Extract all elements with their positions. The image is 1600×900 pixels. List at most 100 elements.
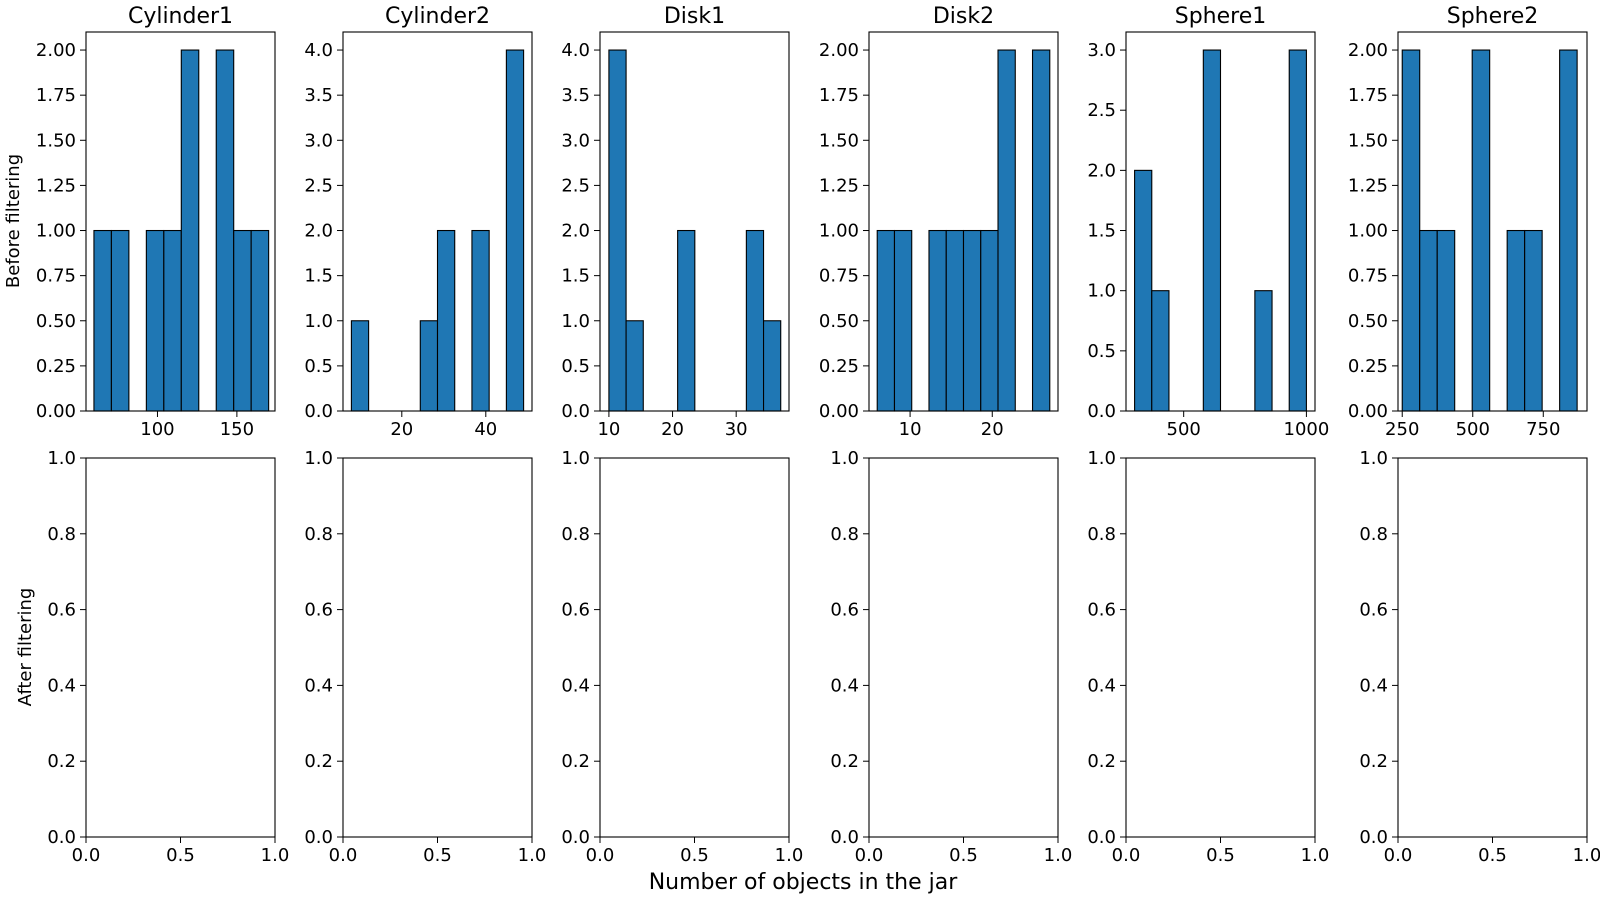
histogram-bar xyxy=(608,49,627,412)
row-label-after: After filtering xyxy=(15,588,36,707)
histogram-bar xyxy=(250,229,270,412)
subplot-2: Cylinder2 0.0 0.5 1.0 1.5 2.0 2.5 3.0 3.5 4.0 20 40 xyxy=(304,4,533,440)
y-tick-label: 2.00 xyxy=(1348,40,1388,61)
y-tick-label: 0.25 xyxy=(819,356,859,377)
y-tick-label: 2.00 xyxy=(36,40,76,61)
y-tick-label: 1.0 xyxy=(47,448,76,469)
subplot-12: 0.0 0.2 0.4 0.6 0.8 1.0 0.0 0.5 1.0 xyxy=(1359,448,1600,866)
y-tick-label: 0.2 xyxy=(1359,751,1388,772)
histogram-bar xyxy=(1436,229,1456,412)
histogram-bar xyxy=(1202,49,1222,412)
x-tick-label: 0.0 xyxy=(72,845,101,866)
y-tick-label: 0.0 xyxy=(304,827,333,848)
histogram-bar xyxy=(215,49,235,412)
y-tick-label: 1.0 xyxy=(304,311,333,332)
histogram-bar xyxy=(180,49,200,412)
y-tick-label: 0.2 xyxy=(1087,751,1116,772)
y-tick-label: 0.50 xyxy=(819,311,859,332)
y-tick-label: 1.00 xyxy=(1348,221,1388,242)
y-tick-label: 0.0 xyxy=(1087,401,1116,422)
subplot-5: Sphere1 0.0 0.5 1.0 1.5 2.0 2.5 3.0 500 1000 xyxy=(1087,4,1329,440)
y-tick-label: 0.2 xyxy=(830,751,859,772)
y-tick-label: 0.6 xyxy=(47,600,76,621)
y-tick-label: 0.25 xyxy=(36,356,76,377)
axes-frame xyxy=(85,31,276,412)
x-tick-label: 0.5 xyxy=(423,845,452,866)
y-tick-label: 0.8 xyxy=(47,524,76,545)
y-tick-label: 0.5 xyxy=(1087,341,1116,362)
histogram-bar xyxy=(1506,229,1526,412)
histogram-bar xyxy=(962,229,982,412)
x-tick-label: 0.0 xyxy=(1384,845,1413,866)
histogram-bar xyxy=(1419,229,1438,412)
y-tick-label: 0.0 xyxy=(1359,827,1388,848)
subplot-8: 0.0 0.2 0.4 0.6 0.8 1.0 0.0 0.5 1.0 xyxy=(304,448,546,866)
y-tick-label: 0.8 xyxy=(1087,524,1116,545)
y-tick-label: 0.6 xyxy=(830,600,859,621)
y-tick-label: 0.6 xyxy=(1087,600,1116,621)
y-tick-label: 0.0 xyxy=(47,827,76,848)
y-tick-label: 3.5 xyxy=(561,85,590,106)
y-tick-label: 1.50 xyxy=(1348,130,1388,151)
y-tick-label: 1.0 xyxy=(830,448,859,469)
axes-frame xyxy=(599,31,790,412)
histogram-bar xyxy=(762,320,782,412)
histogram-bar xyxy=(745,229,765,412)
x-tick-label: 1.0 xyxy=(1301,845,1330,866)
histogram-bar xyxy=(350,320,370,412)
subplot-7: 0.0 0.2 0.4 0.6 0.8 1.0 0.0 0.5 1.0 xyxy=(47,448,289,866)
subplot-1: Cylinder1 0.00 0.25 0.50 0.75 1.00 1.25 1.50 1.7… xyxy=(36,4,276,440)
subplot-title: Sphere1 xyxy=(1175,4,1267,29)
row-label-before: Before filtering xyxy=(3,154,24,288)
x-tick-label: 0.5 xyxy=(1206,845,1235,866)
x-tick-label: 10 xyxy=(597,419,620,440)
y-tick-label: 4.0 xyxy=(304,40,333,61)
histogram-bar xyxy=(110,229,130,412)
x-tick-label: 0.0 xyxy=(855,845,884,866)
y-tick-label: 3.0 xyxy=(1087,40,1116,61)
y-tick-label: 2.00 xyxy=(819,40,859,61)
y-tick-label: 2.5 xyxy=(304,175,333,196)
y-tick-label: 0.5 xyxy=(561,356,590,377)
y-tick-label: 0.4 xyxy=(830,675,859,696)
x-tick-label: 250 xyxy=(1385,419,1419,440)
x-tick-label: 0.5 xyxy=(680,845,709,866)
x-tick-label: 1000 xyxy=(1284,419,1330,440)
y-tick-label: 0.4 xyxy=(1087,675,1116,696)
y-tick-label: 0.0 xyxy=(304,401,333,422)
histogram-bar xyxy=(980,229,999,412)
histogram-bar xyxy=(677,229,696,412)
histogram-bar xyxy=(233,229,252,412)
axes-frame xyxy=(1397,31,1588,412)
histogram-bar xyxy=(1151,290,1170,412)
y-tick-label: 0.4 xyxy=(47,675,76,696)
subplot-grid: Cylinder1 0.00 0.25 0.50 0.75 1.00 1.25 1.50 1.7… xyxy=(36,4,1600,866)
y-tick-label: 1.75 xyxy=(1348,85,1388,106)
x-tick-label: 0.5 xyxy=(1478,845,1507,866)
y-tick-label: 3.0 xyxy=(304,130,333,151)
subplot-11: 0.0 0.2 0.4 0.6 0.8 1.0 0.0 0.5 1.0 xyxy=(1087,448,1329,866)
y-tick-label: 4.0 xyxy=(561,40,590,61)
y-tick-label: 1.00 xyxy=(819,221,859,242)
subplot-3: Disk1 0.0 0.5 1.0 1.5 2.0 2.5 3.0 3.5 4.0 10 20 30 xyxy=(561,4,790,440)
x-tick-label: 1.0 xyxy=(1044,845,1073,866)
subplot-10: 0.0 0.2 0.4 0.6 0.8 1.0 0.0 0.5 1.0 xyxy=(830,448,1072,866)
y-tick-label: 0.2 xyxy=(304,751,333,772)
subplot-6: Sphere2 0.00 0.25 0.50 0.75 1.00 1.25 1.50 1.75 2… xyxy=(1348,4,1588,440)
x-tick-label: 20 xyxy=(390,419,413,440)
y-tick-label: 0.8 xyxy=(304,524,333,545)
y-tick-label: 0.6 xyxy=(561,600,590,621)
axes-frame xyxy=(1397,457,1588,838)
axes-frame xyxy=(599,457,790,838)
y-tick-label: 1.0 xyxy=(561,448,590,469)
histogram-bar xyxy=(1401,49,1421,412)
y-tick-label: 0.4 xyxy=(304,675,333,696)
y-tick-label: 0.8 xyxy=(1359,524,1388,545)
histogram-bar xyxy=(145,229,165,412)
y-tick-label: 0.8 xyxy=(561,524,590,545)
y-tick-label: 0.2 xyxy=(561,751,590,772)
y-tick-label: 0.8 xyxy=(830,524,859,545)
y-tick-label: 1.5 xyxy=(1087,221,1116,242)
x-tick-label: 0.5 xyxy=(949,845,978,866)
axes-frame xyxy=(342,457,533,838)
